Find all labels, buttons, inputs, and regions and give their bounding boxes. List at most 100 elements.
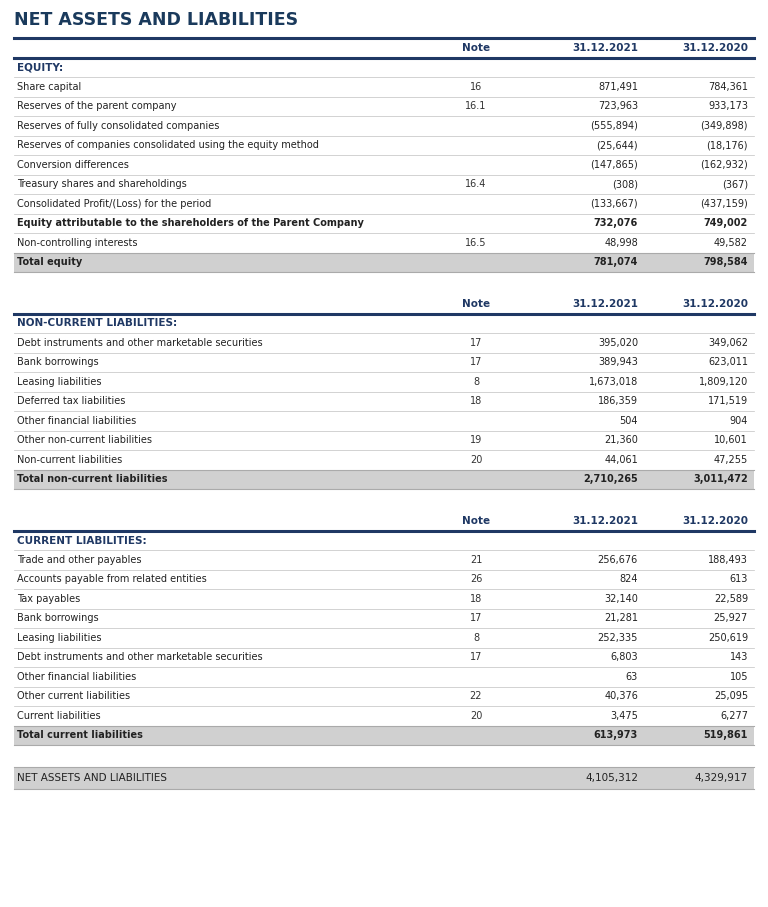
Bar <box>14 194 754 213</box>
Text: Note: Note <box>462 43 490 53</box>
Text: 21,360: 21,360 <box>604 435 638 445</box>
Text: 44,061: 44,061 <box>604 454 638 464</box>
Text: 519,861: 519,861 <box>703 730 748 740</box>
Bar <box>14 667 754 687</box>
Bar <box>14 155 754 174</box>
Text: (437,159): (437,159) <box>700 199 748 209</box>
Text: 19: 19 <box>470 435 482 445</box>
Text: 186,359: 186,359 <box>598 396 638 406</box>
Text: 22,589: 22,589 <box>714 594 748 604</box>
Text: EQUITY:: EQUITY: <box>17 63 63 73</box>
Text: 31.12.2020: 31.12.2020 <box>682 299 748 309</box>
Text: 613,973: 613,973 <box>594 730 638 740</box>
Text: 504: 504 <box>620 415 638 425</box>
Bar <box>14 726 754 745</box>
Text: 105: 105 <box>730 672 748 682</box>
Bar <box>14 252 754 272</box>
Bar <box>14 767 754 788</box>
Bar <box>14 450 754 470</box>
Text: 31.12.2021: 31.12.2021 <box>572 299 638 309</box>
Bar <box>14 96 754 116</box>
Text: 1,673,018: 1,673,018 <box>589 376 638 386</box>
Bar <box>14 609 754 628</box>
Text: 25,927: 25,927 <box>713 613 748 623</box>
Text: Reserves of the parent company: Reserves of the parent company <box>17 102 177 112</box>
Text: 17: 17 <box>470 357 482 367</box>
Text: (18,176): (18,176) <box>707 141 748 151</box>
Text: 1,809,120: 1,809,120 <box>699 376 748 386</box>
Text: 389,943: 389,943 <box>598 357 638 367</box>
Text: Conversion differences: Conversion differences <box>17 160 129 170</box>
Text: 143: 143 <box>730 652 748 662</box>
Text: 723,963: 723,963 <box>598 102 638 112</box>
Text: 904: 904 <box>730 415 748 425</box>
Bar <box>14 550 754 570</box>
Text: 6,277: 6,277 <box>720 711 748 721</box>
Text: Tax payables: Tax payables <box>17 594 80 604</box>
Text: (25,644): (25,644) <box>597 141 638 151</box>
Text: 798,584: 798,584 <box>703 258 748 268</box>
Text: (308): (308) <box>612 180 638 190</box>
Text: 21: 21 <box>470 555 482 565</box>
Text: Note: Note <box>462 516 490 526</box>
Text: Other financial liabilities: Other financial liabilities <box>17 415 136 425</box>
Text: 6,803: 6,803 <box>611 652 638 662</box>
Text: NET ASSETS AND LIABILITIES: NET ASSETS AND LIABILITIES <box>14 11 298 29</box>
Text: NET ASSETS AND LIABILITIES: NET ASSETS AND LIABILITIES <box>17 773 167 783</box>
Text: 732,076: 732,076 <box>594 219 638 229</box>
Bar <box>14 589 754 609</box>
Text: 171,519: 171,519 <box>708 396 748 406</box>
Text: CURRENT LIABILITIES:: CURRENT LIABILITIES: <box>17 535 147 545</box>
Bar <box>14 648 754 667</box>
Bar <box>14 213 754 233</box>
Text: 613: 613 <box>730 574 748 584</box>
Text: 250,619: 250,619 <box>708 633 748 643</box>
Text: Other current liabilities: Other current liabilities <box>17 691 130 701</box>
Text: Debt instruments and other marketable securities: Debt instruments and other marketable se… <box>17 337 263 347</box>
Text: (555,894): (555,894) <box>590 121 638 131</box>
Text: 49,582: 49,582 <box>714 238 748 248</box>
Text: Reserves of fully consolidated companies: Reserves of fully consolidated companies <box>17 121 220 131</box>
Text: 31.12.2021: 31.12.2021 <box>572 43 638 53</box>
Text: 17: 17 <box>470 652 482 662</box>
Text: 749,002: 749,002 <box>703 219 748 229</box>
Text: 17: 17 <box>470 613 482 623</box>
Text: Reserves of companies consolidated using the equity method: Reserves of companies consolidated using… <box>17 141 319 151</box>
Bar <box>14 333 754 353</box>
Text: 781,074: 781,074 <box>594 258 638 268</box>
Text: Leasing liabilities: Leasing liabilities <box>17 633 101 643</box>
Text: 8: 8 <box>473 376 479 386</box>
Text: 18: 18 <box>470 594 482 604</box>
Text: 252,335: 252,335 <box>598 633 638 643</box>
Text: Current liabilities: Current liabilities <box>17 711 101 721</box>
Text: 395,020: 395,020 <box>598 337 638 347</box>
Text: 10,601: 10,601 <box>714 435 748 445</box>
Text: Total equity: Total equity <box>17 258 82 268</box>
Text: 824: 824 <box>620 574 638 584</box>
Text: 4,105,312: 4,105,312 <box>585 773 638 783</box>
Bar <box>14 116 754 135</box>
Text: Bank borrowings: Bank borrowings <box>17 613 98 623</box>
Text: 47,255: 47,255 <box>713 454 748 464</box>
Text: (147,865): (147,865) <box>591 160 638 170</box>
Text: 31.12.2020: 31.12.2020 <box>682 516 748 526</box>
Bar <box>14 353 754 372</box>
Text: Consolidated Profit/(Loss) for the period: Consolidated Profit/(Loss) for the perio… <box>17 199 211 209</box>
Text: NON-CURRENT LIABILITIES:: NON-CURRENT LIABILITIES: <box>17 318 177 328</box>
Text: 18: 18 <box>470 396 482 406</box>
Text: 17: 17 <box>470 337 482 347</box>
Bar <box>14 706 754 726</box>
Text: Note: Note <box>462 299 490 309</box>
Text: (162,932): (162,932) <box>700 160 748 170</box>
Text: 21,281: 21,281 <box>604 613 638 623</box>
Text: 256,676: 256,676 <box>598 555 638 565</box>
Text: 3,011,472: 3,011,472 <box>694 474 748 484</box>
Text: 188,493: 188,493 <box>708 555 748 565</box>
Text: 871,491: 871,491 <box>598 82 638 92</box>
Text: 623,011: 623,011 <box>708 357 748 367</box>
Text: 22: 22 <box>470 691 482 701</box>
Text: Total current liabilities: Total current liabilities <box>17 730 143 740</box>
Text: Leasing liabilities: Leasing liabilities <box>17 376 101 386</box>
Bar <box>14 135 754 155</box>
Text: 48,998: 48,998 <box>604 238 638 248</box>
